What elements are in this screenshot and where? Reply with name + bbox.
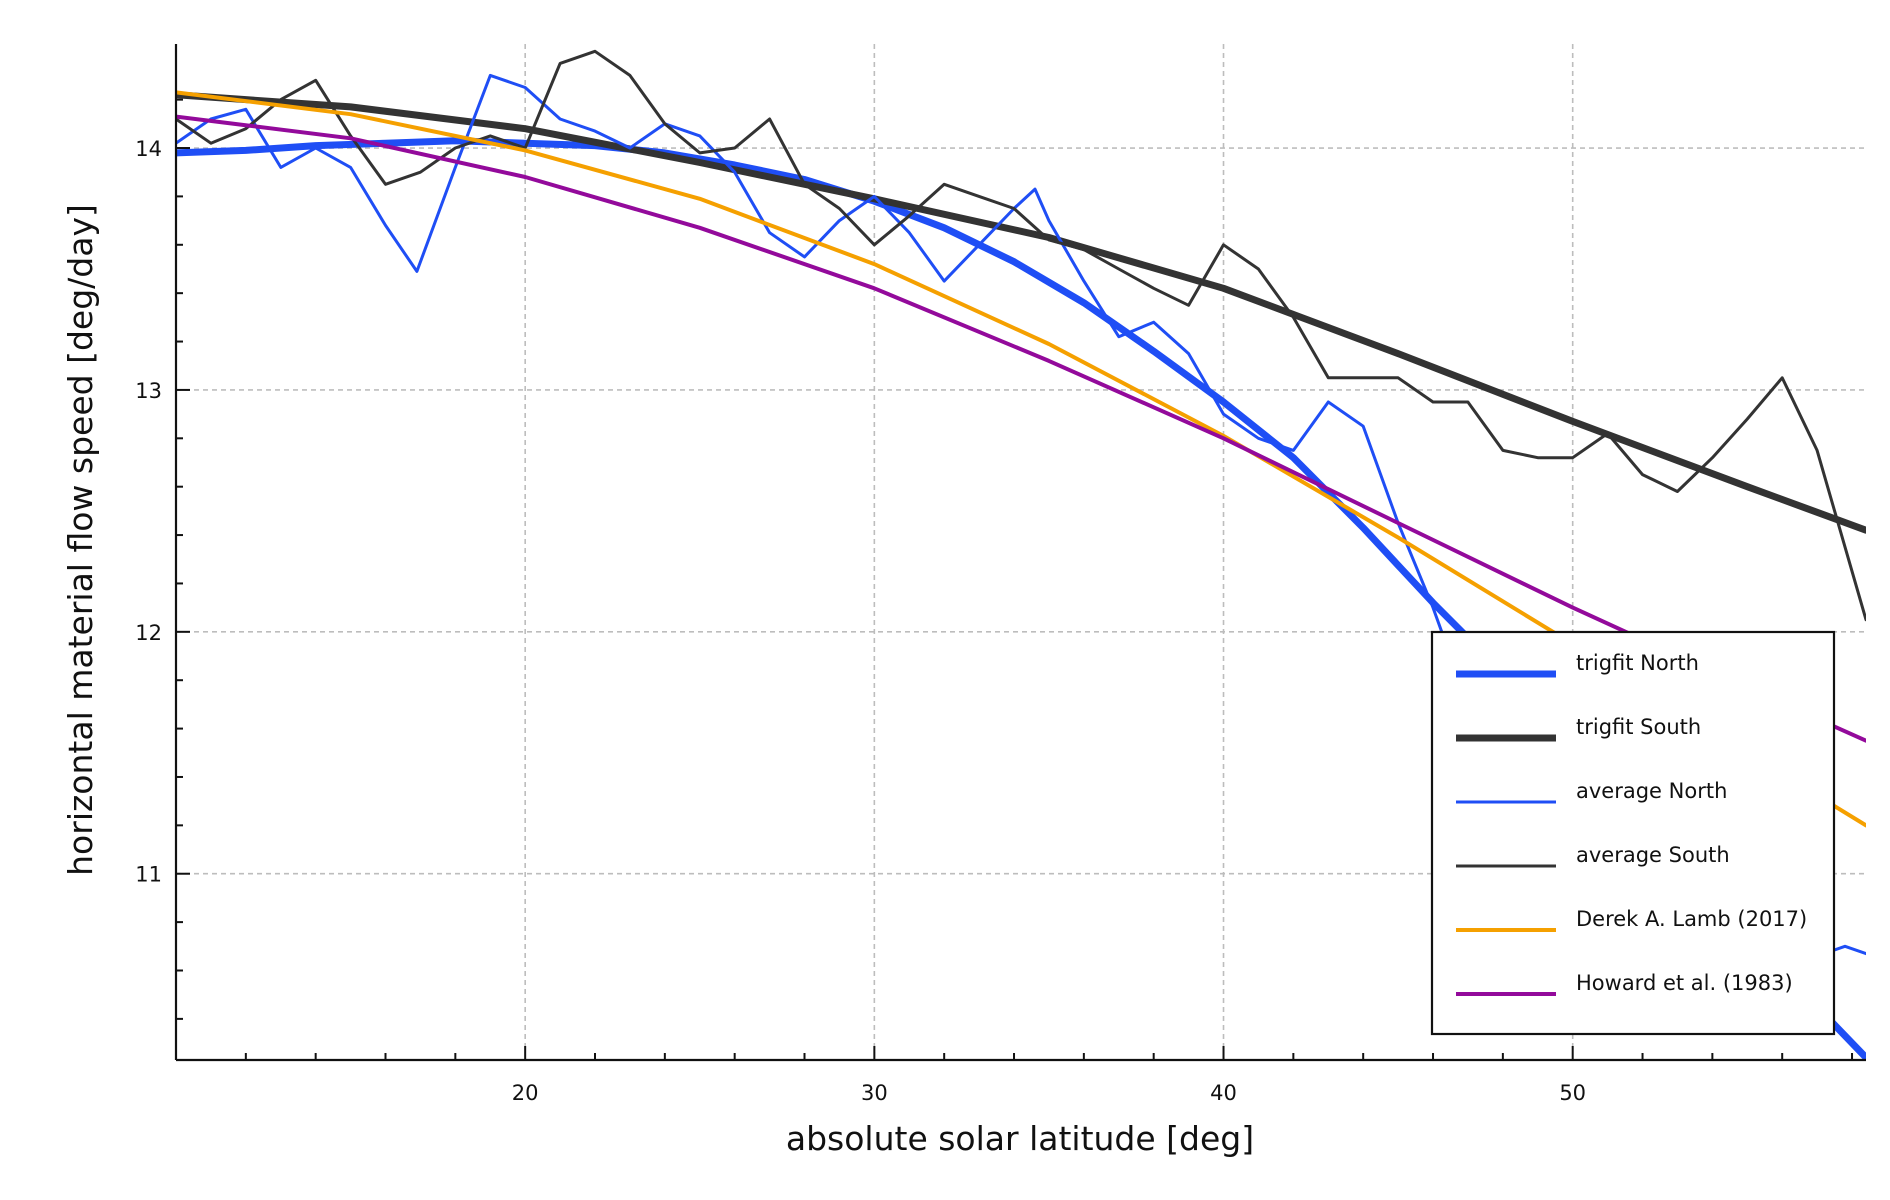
- y-tick-label: 12: [135, 621, 162, 645]
- legend-box: [1430, 630, 1836, 1036]
- y-axis-title: horizontal material flow speed [deg/day]: [61, 204, 100, 876]
- x-axis-title: absolute solar latitude [deg]: [786, 1119, 1254, 1158]
- legend-label-trigfit-south: trigfit South: [1576, 715, 1701, 739]
- y-tick-label: 14: [135, 137, 162, 161]
- axes: [174, 44, 1866, 1062]
- legend-label-trigfit-north: trigfit North: [1576, 651, 1699, 675]
- legend-label-average-north: average North: [1576, 779, 1727, 803]
- legend: trigfit North trigfit South average North a…: [1430, 630, 1836, 1036]
- series-line-trigfit-south: [176, 91, 1866, 534]
- legend-label-average-south: average South: [1576, 843, 1730, 867]
- y-tick-label: 11: [135, 863, 162, 887]
- tick-labels: 20 30 40 50 11 12 13 14: [135, 137, 1586, 1105]
- x-tick-label: 20: [512, 1081, 539, 1105]
- x-tick-label: 50: [1559, 1081, 1586, 1105]
- legend-label-howard-et-al-1983: Howard et al. (1983): [1576, 971, 1793, 995]
- y-tick-label: 13: [135, 379, 162, 403]
- legend-label-derek-a-lamb-2017: Derek A. Lamb (2017): [1576, 907, 1807, 931]
- series-line-average-south: [176, 49, 1866, 622]
- x-tick-label: 40: [1210, 1081, 1237, 1105]
- x-tick-label: 30: [861, 1081, 888, 1105]
